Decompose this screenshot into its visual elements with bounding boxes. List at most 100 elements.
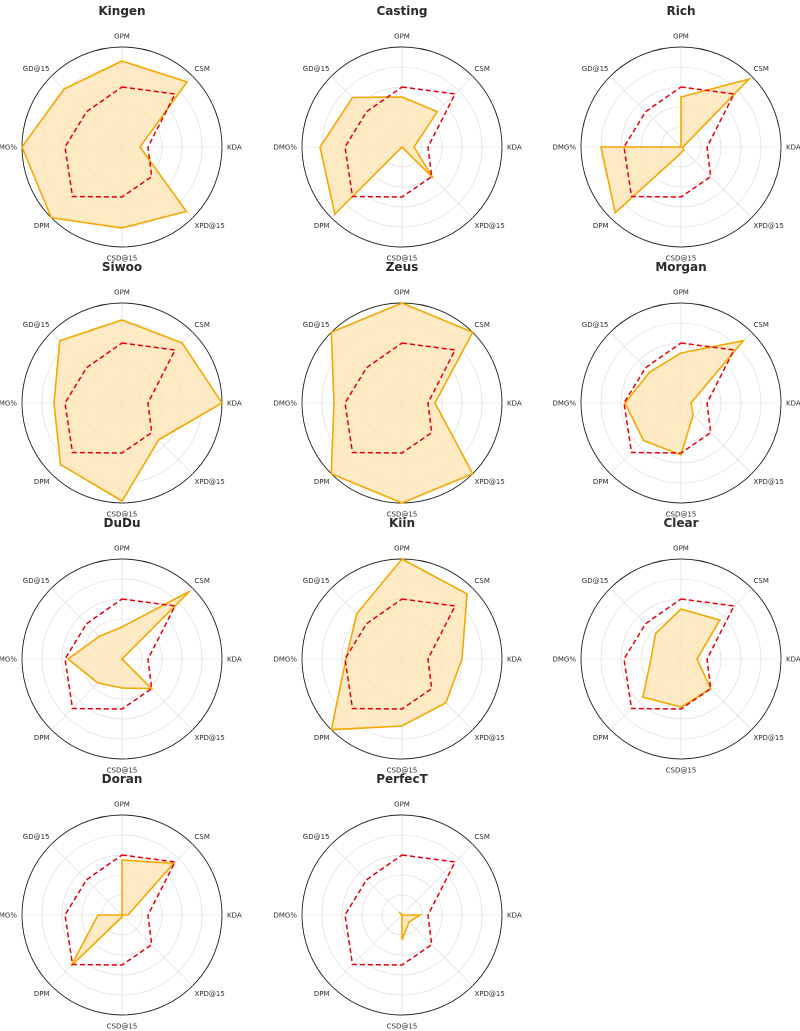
axis-label-gd-15: GD@15 [582, 577, 609, 585]
axis-label-gpm: GPM [114, 289, 130, 297]
axis-label-xpd-15: XPD@15 [194, 990, 224, 998]
axis-label-gpm: GPM [673, 545, 689, 553]
axis-label-dpm: DPM [34, 734, 50, 742]
axis-label-kda: KDA [786, 400, 800, 408]
axis-label-dpm: DPM [314, 478, 330, 486]
axis-label-csm: CSM [753, 577, 768, 585]
axis-label-dmg: DMG% [0, 656, 17, 664]
axis-label-kda: KDA [227, 144, 242, 152]
axis-spoke [680, 146, 752, 218]
reference-outline [344, 86, 457, 198]
axis-label-dmg: DMG% [552, 400, 576, 408]
axis-label-xpd-15: XPD@15 [753, 222, 783, 230]
axis-label-gd-15: GD@15 [303, 577, 330, 585]
radar-panel-kiin: GPM CSM KDA XPD@15 CSD@15 DPM DMG% GD@15 Kiin [273, 516, 521, 775]
axis-label-gd-15: GD@15 [303, 321, 330, 329]
axis-label-kda: KDA [227, 912, 242, 920]
axis-label-dmg: DMG% [0, 912, 17, 920]
axis-label-gd-15: GD@15 [303, 833, 330, 841]
axis-spoke [51, 844, 123, 916]
radar-panel-siwoo: GPM CSM KDA XPD@15 CSD@15 DPM DMG% GD@15 Siwoo [0, 260, 242, 519]
axis-label-csd-15: CSD@15 [666, 767, 697, 775]
axis-label-kda: KDA [507, 912, 522, 920]
axis-label-dpm: DPM [593, 734, 609, 742]
axis-label-dmg: DMG% [273, 144, 297, 152]
player-area-perfect [398, 911, 423, 941]
panel-title-zeus: Zeus [386, 260, 419, 274]
axis-label-kda: KDA [786, 144, 800, 152]
axis-label-csm: CSM [753, 321, 768, 329]
axis-label-csd-15: CSD@15 [387, 1023, 418, 1031]
reference-outline [623, 598, 736, 710]
axis-label-dpm: DPM [593, 478, 609, 486]
radar-panel-rich: GPM CSM KDA XPD@15 CSD@15 DPM DMG% GD@15 Rich [552, 4, 800, 263]
player-area-rich [600, 77, 752, 215]
radar-panel-casting: GPM CSM KDA XPD@15 CSD@15 DPM DMG% GD@15 Casting [273, 4, 521, 263]
axis-label-csd-15: CSD@15 [107, 511, 138, 519]
panel-title-kingen: Kingen [98, 4, 145, 18]
axis-label-gd-15: GD@15 [303, 65, 330, 73]
radar-panel-clear: GPM CSM KDA XPD@15 CSD@15 DPM DMG% GD@15 Clear [552, 516, 800, 775]
panel-title-perfect: PerfecT [376, 772, 428, 786]
axis-label-csd-15: CSD@15 [387, 255, 418, 263]
axis-label-xpd-15: XPD@15 [753, 734, 783, 742]
axis-label-gd-15: GD@15 [582, 65, 609, 73]
reference-outline [64, 86, 177, 198]
axis-label-kda: KDA [227, 656, 242, 664]
panel-title-kiin: Kiin [389, 516, 415, 530]
axis-label-dpm: DPM [34, 478, 50, 486]
axis-label-gpm: GPM [114, 545, 130, 553]
reference-outline [64, 854, 177, 966]
axis-label-kda: KDA [507, 656, 522, 664]
axis-label-dmg: DMG% [273, 912, 297, 920]
axis-label-dpm: DPM [314, 990, 330, 998]
axis-spoke [331, 844, 403, 916]
player-area-doran [70, 859, 176, 967]
axis-label-csm: CSM [474, 321, 489, 329]
reference-outline [623, 86, 736, 198]
radar-panel-doran: GPM CSM KDA XPD@15 CSD@15 DPM DMG% GD@15 Doran [0, 772, 242, 1031]
panel-title-doran: Doran [102, 772, 143, 786]
player-area-morgan [624, 339, 746, 457]
axis-label-gpm: GPM [673, 289, 689, 297]
axis-label-gd-15: GD@15 [23, 321, 50, 329]
axis-label-kda: KDA [507, 400, 522, 408]
axis-label-csd-15: CSD@15 [107, 255, 138, 263]
axis-label-dpm: DPM [34, 222, 50, 230]
axis-label-dmg: DMG% [552, 656, 576, 664]
reference-outline [344, 342, 457, 454]
axis-label-gd-15: GD@15 [23, 577, 50, 585]
axis-spoke [401, 844, 473, 916]
axis-spoke [121, 914, 193, 986]
panel-title-clear: Clear [663, 516, 698, 530]
axis-label-xpd-15: XPD@15 [474, 222, 504, 230]
axis-label-gd-15: GD@15 [582, 321, 609, 329]
axis-spoke [401, 914, 473, 986]
axis-label-dmg: DMG% [0, 144, 17, 152]
axis-label-csd-15: CSD@15 [387, 511, 418, 519]
axis-label-csd-15: CSD@15 [107, 767, 138, 775]
reference-outline [623, 342, 736, 454]
axis-label-dmg: DMG% [552, 144, 576, 152]
axis-label-gpm: GPM [394, 289, 410, 297]
axis-label-csm: CSM [474, 577, 489, 585]
reference-outline [344, 598, 457, 710]
axis-label-csm: CSM [753, 65, 768, 73]
axis-label-dmg: DMG% [273, 400, 297, 408]
axis-label-csm: CSM [194, 833, 209, 841]
axis-label-dmg: DMG% [0, 400, 17, 408]
axis-label-csd-15: CSD@15 [666, 511, 697, 519]
player-area-zeus [330, 302, 474, 504]
axis-label-xpd-15: XPD@15 [194, 222, 224, 230]
axis-label-gpm: GPM [394, 801, 410, 809]
axis-label-dpm: DPM [314, 222, 330, 230]
axis-label-csd-15: CSD@15 [387, 767, 418, 775]
axis-label-gd-15: GD@15 [23, 833, 50, 841]
panel-title-dudu: DuDu [103, 516, 140, 530]
axis-label-csd-15: CSD@15 [666, 255, 697, 263]
axis-label-csd-15: CSD@15 [107, 1023, 138, 1031]
axis-spoke [331, 914, 403, 986]
axis-label-csm: CSM [474, 833, 489, 841]
radar-panel-dudu: GPM CSM KDA XPD@15 CSD@15 DPM DMG% GD@15 DuDu [0, 516, 242, 775]
